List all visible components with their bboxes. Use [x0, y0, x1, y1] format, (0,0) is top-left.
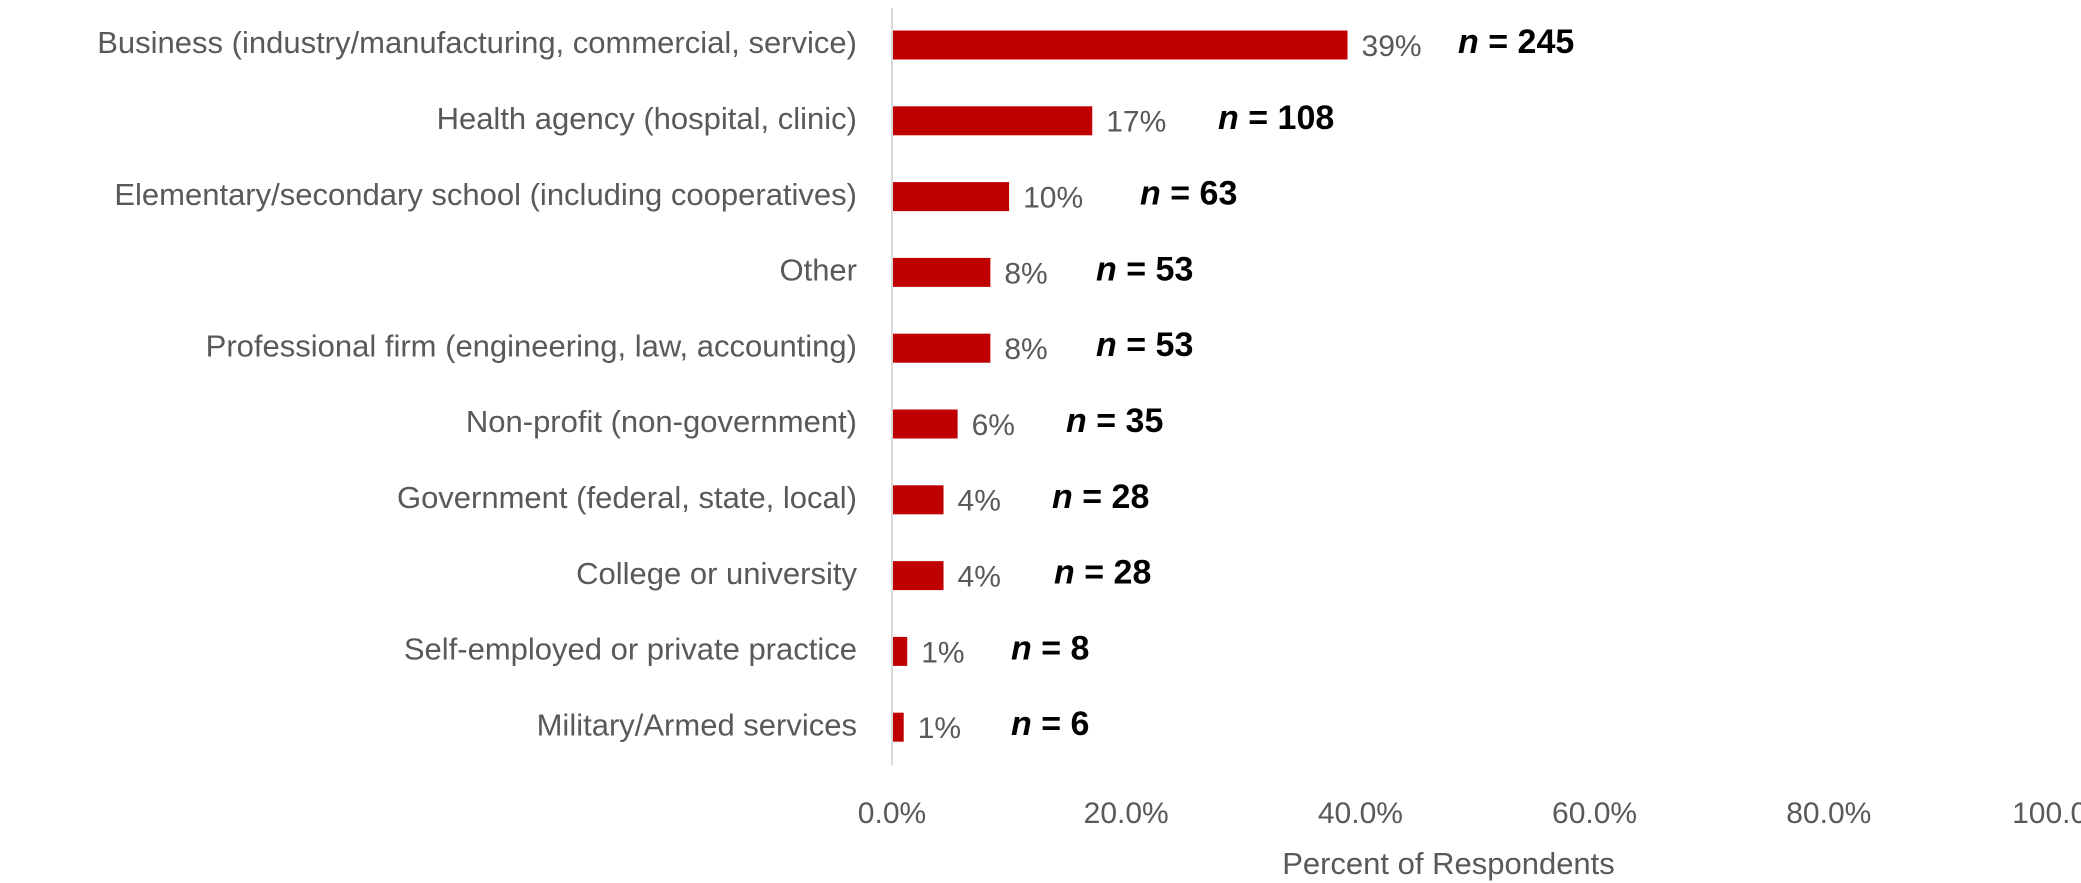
value-label: 10%: [1023, 182, 1083, 215]
x-tick-label: 80.0%: [1786, 797, 1871, 830]
n-label: n = 63: [1140, 175, 1237, 213]
n-label: n = 108: [1218, 99, 1334, 137]
category-label: Professional firm (engineering, law, acc…: [206, 328, 857, 363]
x-tick-label: 60.0%: [1552, 797, 1637, 830]
value-label: 1%: [918, 712, 961, 745]
value-label: 17%: [1106, 106, 1166, 139]
bar: [892, 257, 991, 287]
n-labels: n = 245 n = 108 n = 63 n = 53 n = 53 n = 35 n …: [1011, 23, 1574, 743]
n-label: n = 8: [1011, 629, 1089, 667]
bars: [892, 30, 1348, 742]
n-label: n = 35: [1066, 402, 1163, 440]
n-label: n = 53: [1096, 326, 1193, 364]
n-label: n = 53: [1096, 250, 1193, 288]
n-label: n = 28: [1054, 554, 1151, 592]
value-label: 39%: [1362, 30, 1422, 63]
value-label: 6%: [972, 409, 1015, 442]
category-label: College or university: [576, 556, 857, 591]
category-label: Self-employed or private practice: [404, 632, 857, 667]
category-label: Health agency (hospital, clinic): [437, 101, 857, 136]
x-tick-label: 0.0%: [858, 797, 926, 830]
bar: [892, 106, 1093, 136]
category-label: Non-profit (non-government): [466, 404, 857, 439]
x-tick-label: 20.0%: [1084, 797, 1169, 830]
category-label: Government (federal, state, local): [397, 480, 857, 515]
value-label: 1%: [921, 636, 964, 669]
x-axis-ticks: 0.0% 20.0% 40.0% 60.0% 80.0% 100.0%: [858, 797, 2081, 830]
bar: [892, 485, 944, 515]
bar: [892, 561, 944, 591]
category-label: Military/Armed services: [537, 707, 857, 742]
x-axis-title: Percent of Respondents: [1282, 846, 1615, 881]
category-label: Business (industry/manufacturing, commer…: [97, 25, 857, 60]
bar: [892, 30, 1348, 60]
category-label: Other: [779, 253, 857, 288]
x-tick-label: 40.0%: [1318, 797, 1403, 830]
n-label: n = 6: [1011, 705, 1089, 743]
bar: [892, 636, 908, 666]
value-label: 8%: [1004, 333, 1047, 366]
category-labels: Business (industry/manufacturing, commer…: [97, 25, 857, 742]
n-label: n = 28: [1052, 478, 1149, 516]
bar: [892, 182, 1010, 212]
bar: [892, 333, 991, 363]
value-label: 8%: [1004, 257, 1047, 290]
n-label: n = 245: [1458, 23, 1574, 61]
x-tick-label: 100.0%: [2012, 797, 2081, 830]
value-label: 4%: [958, 561, 1001, 594]
value-labels: 39% 17% 10% 8% 8% 6% 4% 4% 1% 1%: [918, 30, 1422, 745]
bar: [892, 409, 958, 439]
bar: [892, 712, 904, 742]
category-label: Elementary/secondary school (including c…: [114, 177, 857, 212]
value-label: 4%: [958, 485, 1001, 518]
